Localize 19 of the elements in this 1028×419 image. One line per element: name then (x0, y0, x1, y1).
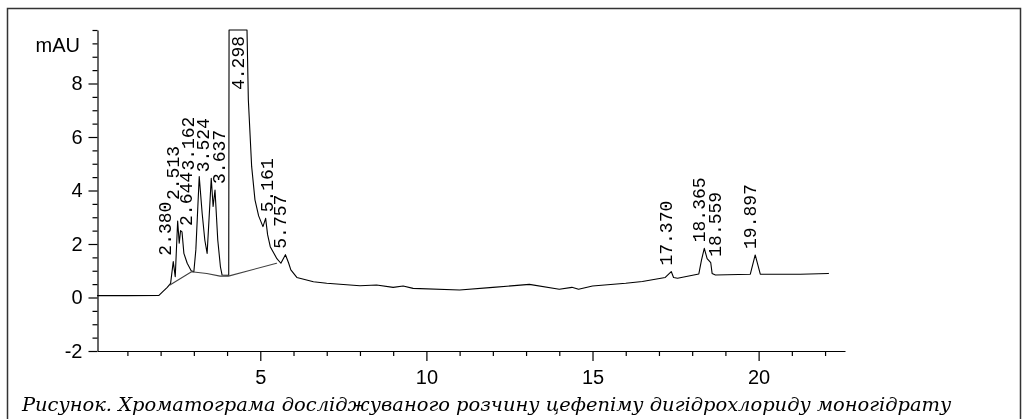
y-tick-label: 4 (71, 179, 83, 202)
text: Рисунок. Хроматограма досліджуваного розчину цефепіму дигідрохлориду моногідрату (21, 393, 953, 416)
y-tick-label: 0 (71, 286, 83, 309)
annotation: 19.897 (741, 184, 762, 249)
y-tick-label: 6 (71, 125, 83, 148)
annotation: 18.559 (705, 191, 726, 257)
annotation: 3.637 (210, 129, 231, 184)
y-tick-label: 2 (71, 232, 83, 255)
annotation: 2.380 (156, 201, 177, 256)
line-series (169, 262, 278, 286)
y-tick-label: -2 (64, 339, 83, 362)
x-tick-label: 5 (255, 366, 267, 389)
annotation: 17.370 (657, 200, 678, 266)
x-tick-label: 20 (748, 366, 771, 389)
y-tick-label: 8 (71, 72, 83, 95)
x-tick-label: 10 (415, 366, 439, 389)
annotation: 4.298 (228, 36, 249, 91)
x-tick-label: 15 (581, 366, 605, 389)
y-axis-title: mAU (35, 34, 80, 56)
